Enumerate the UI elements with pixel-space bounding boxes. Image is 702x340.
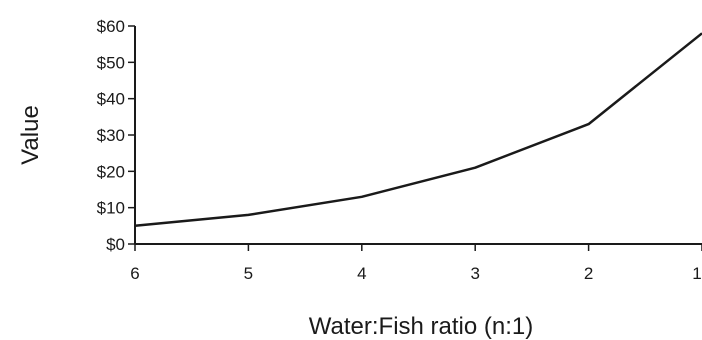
y-tick-label: $0 bbox=[106, 235, 125, 254]
y-axis-title: Value bbox=[17, 105, 44, 165]
x-tick-label: 3 bbox=[470, 264, 479, 283]
y-tick-label: $50 bbox=[97, 53, 125, 72]
x-ticks: 6 5 4 3 2 1 bbox=[130, 244, 702, 283]
y-tick-label: $20 bbox=[97, 162, 125, 181]
x-tick-label: 4 bbox=[357, 264, 366, 283]
y-tick-label: $40 bbox=[97, 90, 125, 109]
y-ticks: $0 $10 $20 $30 $40 $50 $60 bbox=[97, 17, 135, 254]
x-tick-label: 6 bbox=[130, 264, 139, 283]
x-axis: 6 5 4 3 2 1 bbox=[130, 243, 702, 283]
y-tick-label: $30 bbox=[97, 126, 125, 145]
y-tick-label: $10 bbox=[97, 199, 125, 218]
y-axis: $0 $10 $20 $30 $40 $50 $60 bbox=[97, 17, 136, 254]
series-group bbox=[134, 32, 702, 228]
x-tick-label: 2 bbox=[584, 264, 593, 283]
x-tick-label: 5 bbox=[244, 264, 253, 283]
x-axis-title: Water:Fish ratio (n:1) bbox=[309, 313, 534, 340]
x-tick-label: 1 bbox=[692, 264, 701, 283]
y-tick-label: $60 bbox=[97, 17, 125, 36]
series-line bbox=[134, 32, 702, 228]
